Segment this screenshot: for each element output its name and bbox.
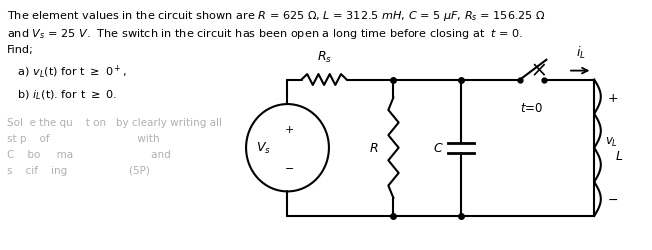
Text: s    cif    ing                   (5P): s cif ing (5P) — [7, 165, 150, 175]
Text: +: + — [608, 92, 618, 104]
Text: +: + — [285, 125, 294, 135]
Text: $-$: $-$ — [608, 192, 619, 205]
Text: $t$=0: $t$=0 — [520, 102, 543, 115]
Text: C    bo     ma                        and: C bo ma and — [7, 149, 171, 159]
Text: $C$: $C$ — [434, 142, 444, 154]
Text: $L$: $L$ — [615, 150, 623, 162]
Text: Find;: Find; — [7, 45, 34, 55]
Text: and $V_s$ = 25 $V$.  The switch in the circuit has been open a long time before : and $V_s$ = 25 $V$. The switch in the ci… — [7, 27, 523, 41]
Text: st p    of                           with: st p of with — [7, 133, 160, 143]
Text: $v_L$: $v_L$ — [606, 136, 619, 149]
Text: b) $i_L$(t). for t $\geq$ 0.: b) $i_L$(t). for t $\geq$ 0. — [7, 88, 117, 102]
Text: $i_L$: $i_L$ — [576, 44, 586, 60]
Text: Sol  e the qu    t on   by clearly writing all: Sol e the qu t on by clearly writing all — [7, 118, 222, 128]
Text: $-$: $-$ — [284, 162, 295, 172]
Text: $R$: $R$ — [369, 142, 379, 154]
Text: a) $v_L$(t) for t $\geq$ 0$^+$,: a) $v_L$(t) for t $\geq$ 0$^+$, — [7, 62, 127, 79]
Text: The element values in the circuit shown are $R$ = 625 $\Omega$, $L$ = 312.5 $mH$: The element values in the circuit shown … — [7, 9, 545, 23]
Text: $V_s$: $V_s$ — [256, 141, 271, 156]
Text: $R_s$: $R_s$ — [317, 50, 332, 64]
